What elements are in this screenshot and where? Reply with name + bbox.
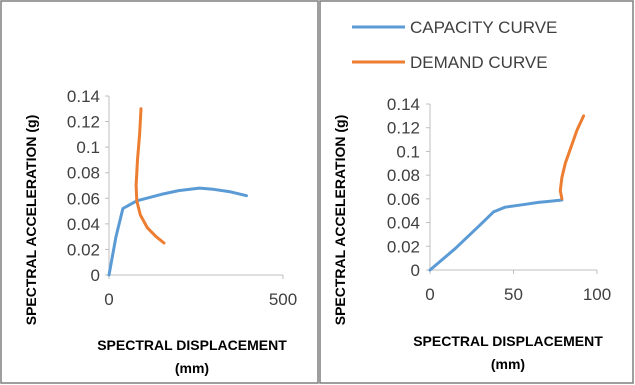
- right-demand-curve: [558, 114, 586, 201]
- right-y-tick-label: 0.08: [387, 166, 420, 185]
- right-x-tick-label: 100: [583, 285, 611, 304]
- left-panel-frame: [0, 0, 319, 384]
- left-capacity-curve: [107, 186, 248, 277]
- right-y-tick-label: 0.1: [396, 142, 420, 161]
- left-y-axis-title: SPECTRAL ACCELERATION (g): [23, 115, 39, 326]
- left-y-tick-label: 0.08: [67, 164, 100, 183]
- right-y-tick-label: 0: [411, 261, 420, 280]
- right-y-tick-label: 0.14: [387, 95, 420, 114]
- left-y-tick-label: 0.1: [76, 138, 100, 157]
- legend-capacity-label: CAPACITY CURVE: [410, 18, 557, 37]
- left-x-tick-label: 500: [269, 290, 297, 309]
- right-chart: 0 0.02 0.04 0.06 0.08 0.1 0.12 0.14 0 50 100 SPECTR…: [332, 95, 611, 372]
- legend: CAPACITY CURVE DEMAND CURVE: [352, 18, 557, 72]
- left-y-tick-label: 0.02: [67, 240, 100, 259]
- left-y-tick-label: 0.04: [67, 215, 100, 234]
- left-y-tick-label: 0.12: [67, 113, 100, 132]
- right-y-tick-label: 0.04: [387, 214, 420, 233]
- left-x-axis-title: SPECTRAL DISPLACEMENT: [97, 337, 287, 353]
- left-y-tick-label: 0.14: [67, 87, 100, 106]
- legend-demand-label: DEMAND CURVE: [410, 53, 548, 72]
- right-x-tick-label: 50: [504, 285, 523, 304]
- left-demand-curve: [134, 107, 166, 245]
- right-y-tick-label: 0.12: [387, 119, 420, 138]
- left-chart: 0 0.02 0.04 0.06 0.08 0.1 0.12 0.14 0 500 SPECTRAL…: [23, 87, 297, 376]
- left-x-axis-unit: (mm): [175, 360, 209, 376]
- right-x-tick-label: 0: [425, 285, 434, 304]
- left-x-tick-label: 0: [104, 290, 113, 309]
- right-y-axis-title: SPECTRAL ACCELERATION (g): [332, 115, 348, 326]
- right-y-tick-label: 0.02: [387, 237, 420, 256]
- left-y-tick-label: 0.06: [67, 189, 100, 208]
- left-y-tick-label: 0: [91, 266, 100, 285]
- right-capacity-curve: [428, 198, 564, 272]
- right-x-axis-unit: (mm): [491, 356, 525, 372]
- right-panel-frame: [319, 0, 634, 384]
- right-x-axis-title: SPECTRAL DISPLACEMENT: [413, 333, 603, 349]
- right-y-tick-label: 0.06: [387, 190, 420, 209]
